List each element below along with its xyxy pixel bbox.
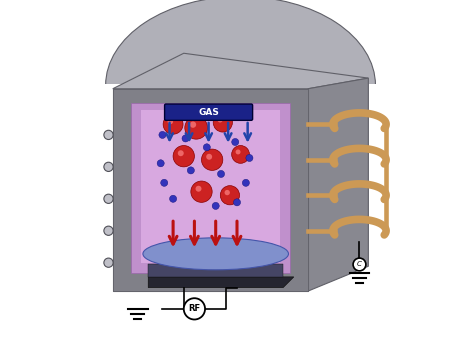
Circle shape <box>182 135 189 142</box>
Polygon shape <box>113 89 308 291</box>
Circle shape <box>218 117 223 122</box>
Ellipse shape <box>143 238 289 270</box>
Circle shape <box>201 149 223 170</box>
Polygon shape <box>42 84 450 355</box>
Circle shape <box>232 146 249 163</box>
Circle shape <box>104 258 113 267</box>
Polygon shape <box>113 53 368 89</box>
Circle shape <box>236 149 240 154</box>
Circle shape <box>234 199 240 206</box>
Polygon shape <box>148 277 294 288</box>
FancyBboxPatch shape <box>164 104 253 120</box>
Polygon shape <box>113 89 308 291</box>
Circle shape <box>213 113 232 132</box>
Circle shape <box>185 116 208 139</box>
Circle shape <box>159 131 166 138</box>
Text: C: C <box>357 262 362 267</box>
Ellipse shape <box>106 0 375 174</box>
Circle shape <box>190 121 196 128</box>
Circle shape <box>178 150 184 156</box>
Circle shape <box>170 195 177 202</box>
Circle shape <box>225 190 230 195</box>
Circle shape <box>104 194 113 203</box>
Circle shape <box>203 144 210 151</box>
Polygon shape <box>130 103 290 273</box>
Circle shape <box>212 202 219 209</box>
Polygon shape <box>308 78 368 291</box>
Circle shape <box>104 130 113 140</box>
Circle shape <box>191 181 212 202</box>
Polygon shape <box>308 78 368 291</box>
Polygon shape <box>113 53 368 89</box>
Circle shape <box>161 179 168 186</box>
Circle shape <box>163 114 183 134</box>
Polygon shape <box>148 264 283 277</box>
Text: GAS: GAS <box>198 108 219 116</box>
Circle shape <box>104 162 113 171</box>
Circle shape <box>173 146 194 167</box>
Circle shape <box>206 154 212 160</box>
Text: RF: RF <box>188 304 201 313</box>
Circle shape <box>196 186 201 192</box>
Circle shape <box>167 119 173 124</box>
Circle shape <box>220 186 239 205</box>
Polygon shape <box>113 89 308 291</box>
Polygon shape <box>141 110 280 263</box>
Circle shape <box>232 138 239 146</box>
Circle shape <box>157 160 164 167</box>
Circle shape <box>353 258 366 271</box>
Circle shape <box>104 226 113 235</box>
Circle shape <box>218 170 225 178</box>
Circle shape <box>184 298 205 320</box>
Circle shape <box>246 154 253 162</box>
Circle shape <box>187 167 194 174</box>
Circle shape <box>242 179 249 186</box>
